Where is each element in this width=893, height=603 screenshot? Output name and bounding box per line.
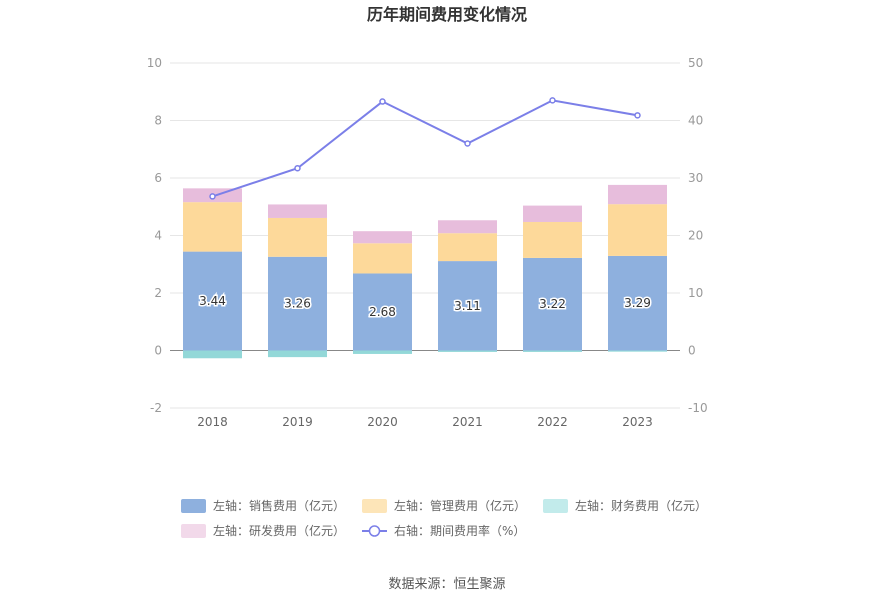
left-tick-label: 8 xyxy=(154,114,162,128)
rate-point[interactable] xyxy=(379,98,386,105)
x-tick-label: 2023 xyxy=(622,415,653,429)
legend-item-4[interactable]: 右轴：期间费用率（%） xyxy=(362,523,525,538)
x-tick-label: 2021 xyxy=(452,415,483,429)
bar-segment-series-1[interactable] xyxy=(353,243,412,274)
left-tick-label: 2 xyxy=(154,286,162,300)
right-tick-label: 50 xyxy=(688,56,703,70)
bar-segment-series-1[interactable] xyxy=(438,233,497,262)
left-tick-label: 10 xyxy=(147,56,162,70)
bar-segment-series-3[interactable] xyxy=(608,184,667,205)
bar-value-label: 3.29 xyxy=(624,296,651,310)
x-tick-label: 2020 xyxy=(367,415,398,429)
bar-segment-series-3[interactable] xyxy=(268,204,327,218)
left-tick-label: -2 xyxy=(150,401,162,415)
legend-label: 右轴：期间费用率（%） xyxy=(394,523,525,538)
bar-value-label: 3.22 xyxy=(539,297,566,311)
bar-segment-series-1[interactable] xyxy=(608,204,667,256)
bar-segment-series-3[interactable] xyxy=(438,220,497,234)
bar-labels: 3.44 3.26 2.68 3.11 3.22 3.29 xyxy=(198,293,653,321)
legend-label: 左轴：研发费用（亿元） xyxy=(213,523,345,538)
right-tick-label: 10 xyxy=(688,286,703,300)
legend-swatch xyxy=(543,499,568,513)
left-tick-label: 0 xyxy=(154,344,162,358)
rate-line-path xyxy=(212,99,638,198)
legend-item-0[interactable]: 左轴：销售费用（亿元） xyxy=(181,498,345,513)
rate-point[interactable] xyxy=(209,193,216,200)
bar-segment-series-0[interactable] xyxy=(523,257,582,351)
bar-segment-series-0[interactable] xyxy=(438,261,497,351)
bar-value-label: 2.68 xyxy=(369,305,396,319)
bar-segment-series-2[interactable] xyxy=(353,350,412,354)
bar-value-label: 3.11 xyxy=(454,299,481,313)
bar-segment-series-2[interactable] xyxy=(183,350,242,359)
bar-value-label: 3.44 xyxy=(199,294,226,308)
right-tick-label: -10 xyxy=(688,401,708,415)
bar-segment-series-0[interactable] xyxy=(608,255,667,351)
chart-title: 历年期间费用变化情况 xyxy=(367,5,527,24)
legend-label: 左轴：管理费用（亿元） xyxy=(394,498,526,513)
legend-item-2[interactable]: 左轴：财务费用（亿元） xyxy=(543,498,707,513)
right-tick-label: 30 xyxy=(688,171,703,185)
legend-swatch xyxy=(181,524,206,538)
bar-segment-series-2[interactable] xyxy=(438,350,497,352)
x-tick-label: 2022 xyxy=(537,415,568,429)
legend-swatch xyxy=(181,499,206,513)
right-tick-label: 0 xyxy=(688,344,696,358)
rate-point[interactable] xyxy=(549,97,556,104)
rate-point[interactable] xyxy=(464,140,471,147)
bar-segment-series-2[interactable] xyxy=(608,350,667,352)
left-axis: -2 0 2 4 6 8 10 xyxy=(147,56,162,415)
bar-segment-series-0[interactable] xyxy=(353,273,412,351)
rate-point[interactable] xyxy=(294,164,301,172)
left-tick-label: 6 xyxy=(154,171,162,185)
legend-label: 左轴：销售费用（亿元） xyxy=(213,498,345,513)
x-tick-label: 2019 xyxy=(282,415,313,429)
grid xyxy=(170,62,680,409)
x-axis: 2018 2019 2020 2021 2022 2023 xyxy=(197,415,653,429)
bar-segment-series-2[interactable] xyxy=(268,350,327,358)
x-tick-label: 2018 xyxy=(197,415,228,429)
left-tick-label: 4 xyxy=(154,229,162,243)
bar-segment-series-0[interactable] xyxy=(268,256,327,351)
bar-segment-series-0[interactable] xyxy=(183,251,242,351)
right-tick-label: 20 xyxy=(688,229,703,243)
legend[interactable]: 左轴：销售费用（亿元） 左轴：管理费用（亿元） 左轴：财务费用（亿元） 左轴：研发费用… xyxy=(181,498,707,538)
bar-segment-series-1[interactable] xyxy=(523,221,582,258)
bar-segment-series-1[interactable] xyxy=(268,217,327,257)
bars xyxy=(183,184,667,359)
legend-marker xyxy=(368,525,381,537)
data-source: 数据来源：恒生聚源 xyxy=(388,577,505,592)
legend-item-3[interactable]: 左轴：研发费用（亿元） xyxy=(181,523,345,538)
bar-value-label: 3.26 xyxy=(284,297,311,311)
rate-point[interactable] xyxy=(634,112,641,119)
bar-segment-series-1[interactable] xyxy=(183,202,242,252)
right-axis: -10 0 10 20 30 40 50 xyxy=(688,56,708,415)
legend-swatch xyxy=(362,499,387,513)
bar-segment-series-3[interactable] xyxy=(353,231,412,244)
rate-line xyxy=(209,97,641,200)
legend-item-1[interactable]: 左轴：管理费用（亿元） xyxy=(362,498,526,513)
bar-segment-series-3[interactable] xyxy=(523,205,582,222)
legend-label: 左轴：财务费用（亿元） xyxy=(575,498,707,513)
bar-segment-series-2[interactable] xyxy=(523,350,582,352)
right-tick-label: 40 xyxy=(688,114,703,128)
